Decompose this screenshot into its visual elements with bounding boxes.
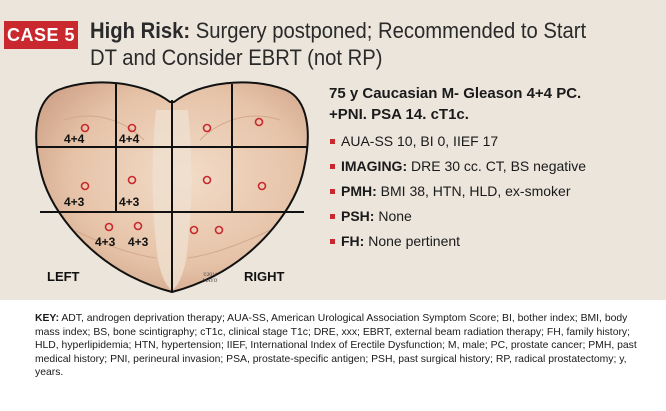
list-item-value: DRE 30 cc. CT, BS negative xyxy=(407,158,587,174)
right-label: RIGHT xyxy=(244,269,285,284)
bullet-square-icon xyxy=(330,139,335,144)
list-item-label: FH: xyxy=(341,233,365,249)
clinical-details-list: AUA-SS 10, BI 0, IIEF 17 IMAGING: DRE 30… xyxy=(330,133,660,258)
bullet-square-icon xyxy=(330,164,335,169)
biopsy-marker xyxy=(133,221,143,231)
list-item: FH: None pertinent xyxy=(330,233,660,258)
prostate-diagram: 4+4 4+4 4+3 4+3 4+3 4+3 LEFT RIGHT ©2014… xyxy=(34,80,310,293)
biopsy-marker xyxy=(189,225,199,235)
copyright-mark: ©2014 MAYO xyxy=(200,273,220,285)
list-item-label: IMAGING: xyxy=(341,158,408,174)
prostate-illustration xyxy=(34,80,310,293)
biopsy-marker xyxy=(202,175,212,185)
list-item: PSH: None xyxy=(330,208,660,233)
gleason-score: 4+3 xyxy=(95,235,116,249)
abbreviation-key: KEY: ADT, androgen deprivation therapy; … xyxy=(0,300,666,411)
list-item: IMAGING: DRE 30 cc. CT, BS negative xyxy=(330,158,660,183)
biopsy-marker xyxy=(80,123,90,133)
gleason-score: 4+3 xyxy=(128,235,149,249)
gleason-score: 4+4 xyxy=(119,132,140,146)
list-item: AUA-SS 10, BI 0, IIEF 17 xyxy=(330,133,660,158)
case-badge: CASE 5 xyxy=(4,21,78,49)
key-label: KEY: xyxy=(35,313,60,324)
bullet-square-icon xyxy=(330,239,335,244)
key-definitions: ADT, androgen deprivation therapy; AUA-S… xyxy=(35,313,637,379)
list-item-value: AUA-SS 10, BI 0, IIEF 17 xyxy=(341,133,499,149)
list-item-value: None pertinent xyxy=(364,233,461,249)
biopsy-marker xyxy=(257,181,267,191)
biopsy-marker xyxy=(127,175,137,185)
bullet-square-icon xyxy=(330,189,335,194)
biopsy-markers xyxy=(80,117,267,235)
bullet-square-icon xyxy=(330,214,335,219)
risk-label: High Risk: xyxy=(90,18,191,43)
abbreviation-key-text: KEY: ADT, androgen deprivation therapy; … xyxy=(35,312,640,380)
patient-summary-line-1: 75 y Caucasian M- Gleason 4+4 PC. xyxy=(329,85,582,102)
biopsy-marker xyxy=(254,117,264,127)
page-title: High Risk: Surgery postponed; Recommende… xyxy=(90,17,605,71)
gleason-score: 4+3 xyxy=(64,195,85,209)
gleason-score: 4+3 xyxy=(119,195,140,209)
copyright-owner: MAYO xyxy=(202,279,218,284)
biopsy-marker xyxy=(104,222,114,232)
list-item-value: BMI 38, HTN, HLD, ex-smoker xyxy=(376,183,571,199)
headline-text: Surgery postponed; Recommended to Start … xyxy=(90,18,587,70)
gleason-score: 4+4 xyxy=(64,132,85,146)
biopsy-marker xyxy=(127,123,137,133)
biopsy-marker xyxy=(214,225,224,235)
list-item-label: PSH: xyxy=(341,208,375,224)
patient-summary: 75 y Caucasian M- Gleason 4+4 PC. +PNI. … xyxy=(329,83,649,125)
copyright-year: ©2014 xyxy=(203,273,217,278)
left-label: LEFT xyxy=(47,269,80,284)
list-item: PMH: BMI 38, HTN, HLD, ex-smoker xyxy=(330,183,660,208)
biopsy-marker xyxy=(202,123,212,133)
list-item-label: PMH: xyxy=(341,183,377,199)
list-item-value: None xyxy=(374,208,412,224)
patient-summary-line-2: +PNI. PSA 14. cT1c. xyxy=(329,106,469,123)
biopsy-marker xyxy=(80,181,90,191)
